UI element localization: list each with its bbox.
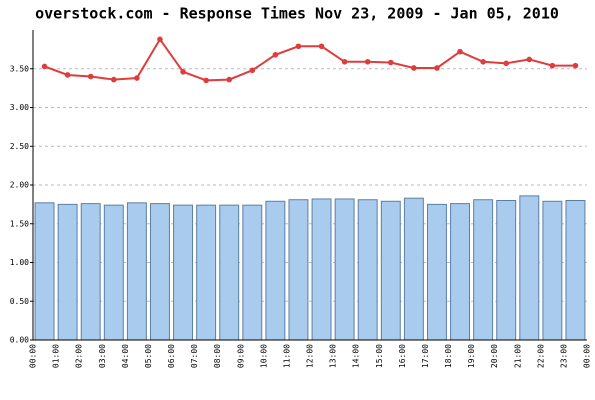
bar	[426, 203, 447, 341]
bar	[242, 204, 263, 341]
y-tick-label: 1.50	[10, 219, 29, 228]
line-point	[572, 62, 579, 69]
bar	[196, 204, 217, 341]
line-point	[249, 67, 256, 74]
chart-title: overstock.com - Response Times Nov 23, 2…	[35, 5, 559, 23]
x-tick-label: 14:00	[352, 344, 361, 368]
x-tick-label: 12:00	[306, 344, 315, 368]
y-tick-label: 3.50	[10, 64, 29, 73]
bar	[334, 198, 355, 341]
y-tick-label: 2.50	[10, 142, 29, 151]
y-tick-label: 0.00	[10, 336, 29, 345]
line-point	[341, 58, 348, 65]
bar	[265, 200, 286, 341]
line-point	[64, 72, 71, 78]
line-point	[180, 69, 186, 75]
line-point	[272, 52, 279, 58]
y-tick-label: 3.00	[10, 103, 29, 112]
x-tick-label: 15:00	[375, 344, 384, 368]
line	[44, 37, 576, 82]
line-point	[364, 58, 371, 65]
x-tick-label: 07:00	[190, 344, 199, 368]
line-point	[549, 62, 556, 69]
line-point	[203, 77, 209, 84]
x-tick-label: 16:00	[398, 344, 407, 368]
x-tick-label: 23:00	[559, 344, 568, 368]
bar	[57, 203, 78, 341]
bar	[311, 198, 332, 341]
x-tick-label: 00:00	[29, 344, 38, 368]
x-tick-label: 13:00	[329, 344, 338, 368]
x-tick-label: 20:00	[490, 344, 499, 368]
bar	[450, 203, 471, 341]
y-tick-label: 0.50	[10, 297, 29, 306]
line-point	[134, 75, 140, 81]
bar	[173, 204, 194, 341]
line-point	[457, 48, 463, 55]
bar	[380, 200, 401, 341]
line-point	[503, 60, 510, 67]
x-tick-label: 05:00	[144, 344, 153, 368]
bar	[103, 204, 124, 341]
y-tick-label: 2.00	[10, 181, 29, 190]
x-tick-label: 22:00	[536, 344, 545, 368]
line-point	[387, 59, 394, 66]
line-point	[411, 65, 417, 71]
bar	[357, 199, 378, 341]
bar	[473, 199, 494, 341]
bar	[149, 203, 170, 341]
line-point	[110, 76, 117, 83]
line-point	[526, 56, 533, 63]
x-tick-label: 21:00	[513, 344, 522, 368]
x-tick-label: 03:00	[98, 344, 107, 368]
bar	[542, 200, 563, 341]
x-tick-label: 04:00	[121, 344, 130, 368]
x-tick-label: 19:00	[467, 344, 476, 368]
x-tick-label: 00:00	[583, 344, 592, 368]
bar	[219, 204, 240, 341]
x-tick-label: 10:00	[259, 344, 268, 368]
bar	[80, 203, 101, 341]
line-point	[318, 43, 325, 50]
line-point	[41, 63, 48, 70]
x-tick-label: 01:00	[52, 344, 61, 368]
line-point	[480, 58, 486, 65]
x-tick-label: 17:00	[421, 344, 430, 368]
line-point	[226, 76, 233, 83]
x-tick-label: 02:00	[75, 344, 84, 368]
x-tick-label: 18:00	[444, 344, 453, 368]
bar	[519, 195, 540, 341]
line-point	[434, 65, 440, 71]
line-point	[87, 73, 94, 80]
bar	[34, 202, 55, 341]
bar	[496, 200, 517, 341]
x-tick-label: 11:00	[282, 344, 291, 368]
x-tick-label: 09:00	[236, 344, 245, 368]
bar	[126, 202, 147, 341]
line-point	[157, 36, 163, 43]
y-tick-label: 1.00	[10, 258, 29, 267]
bar	[403, 197, 424, 341]
bar	[565, 200, 586, 341]
bar	[288, 199, 309, 341]
line-point	[295, 43, 302, 50]
x-tick-label: 08:00	[213, 344, 222, 368]
x-tick-label: 06:00	[167, 344, 176, 368]
